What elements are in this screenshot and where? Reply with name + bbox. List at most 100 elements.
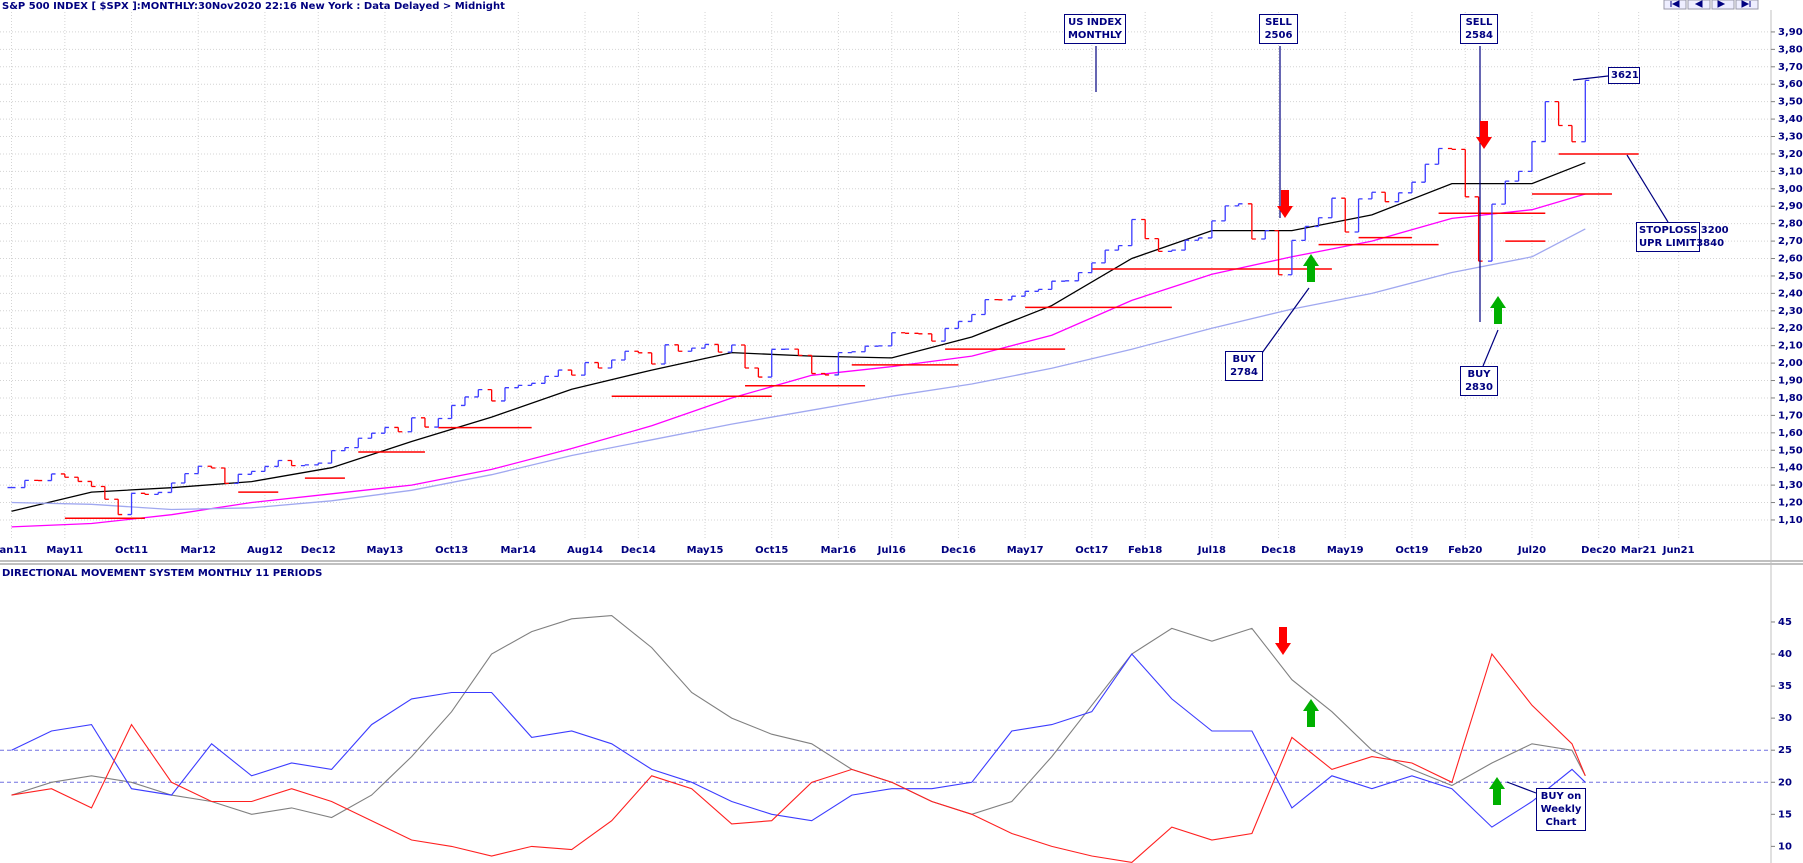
price-bar <box>167 482 176 494</box>
price-bar <box>1207 220 1216 239</box>
price-bar <box>1434 147 1443 165</box>
x-tick-label: Dec16 <box>941 545 976 556</box>
y-tick-label: 3,300 <box>1778 132 1803 143</box>
price-bar <box>767 348 776 378</box>
price-bar <box>1141 218 1150 240</box>
y-tick-label: 30 <box>1778 713 1792 724</box>
y-tick-label: 20 <box>1778 777 1792 788</box>
price-bar <box>754 367 763 378</box>
price-bar <box>981 299 990 316</box>
panel <box>0 12 1771 540</box>
annotation-text: 2830 <box>1465 382 1493 393</box>
y-tick-label: 15 <box>1778 809 1792 820</box>
price-bar <box>1394 192 1403 203</box>
price-bar <box>807 354 816 375</box>
price-bar <box>1101 249 1110 264</box>
price-bar <box>314 462 323 466</box>
price-bar <box>1247 203 1256 240</box>
price-bar <box>941 327 950 342</box>
x-tick-label: Dec14 <box>621 545 656 556</box>
x-tick-label: Mar14 <box>501 545 537 556</box>
price-bar <box>1074 271 1083 282</box>
x-tick-label: Dec12 <box>301 545 336 556</box>
price-bar <box>487 388 496 402</box>
price-bar <box>861 345 870 353</box>
price-bar <box>1181 239 1190 251</box>
price-bar <box>1461 148 1470 198</box>
nav-buttons <box>1663 0 1759 10</box>
indicator-line <box>11 652 1586 863</box>
x-tick-label: Mar16 <box>821 545 857 556</box>
price-bar <box>220 467 229 485</box>
price-bar <box>1087 262 1096 274</box>
y-tick-label: 2,800 <box>1778 219 1803 230</box>
price-bar <box>661 344 670 365</box>
price-bar <box>1221 205 1230 222</box>
moving-average <box>11 193 1586 528</box>
y-tick-label: 2,100 <box>1778 341 1803 352</box>
price-bar <box>154 491 163 495</box>
price-bar <box>1487 203 1496 262</box>
y-tick-label: 1,600 <box>1778 428 1803 439</box>
y-tick-label: 35 <box>1778 681 1792 692</box>
price-bar <box>967 313 976 323</box>
price-bar <box>634 350 643 354</box>
price-bar <box>60 473 69 478</box>
panel <box>0 615 1771 863</box>
price-bar <box>901 332 910 334</box>
price-bar <box>1314 217 1323 228</box>
price-bar <box>1541 101 1550 143</box>
price-bar <box>140 492 149 495</box>
price-bar <box>100 485 109 500</box>
price-bar <box>260 465 269 472</box>
price-bar <box>1407 181 1416 194</box>
price-bar <box>180 472 189 484</box>
price-bar <box>1007 295 1016 301</box>
x-tick-label: Aug14 <box>567 545 603 556</box>
price-bar <box>594 361 603 369</box>
annotation-text: STOPLOSS 3200 <box>1639 225 1729 236</box>
price-bar <box>394 426 403 433</box>
x-tick-label: Oct17 <box>1075 545 1108 556</box>
price-bar <box>540 375 549 384</box>
x-tick-label: Oct13 <box>435 545 468 556</box>
price-bar <box>207 465 216 469</box>
annotation-text: SELL <box>1265 17 1292 28</box>
y-tick-label: 10 <box>1778 841 1792 852</box>
y-tick-label: 1,500 <box>1778 445 1803 456</box>
x-tick-label: May19 <box>1327 545 1364 556</box>
annotation-text: BUY <box>1467 369 1491 380</box>
y-tick-label: 1,900 <box>1778 376 1803 387</box>
price-bar <box>1421 163 1430 183</box>
price-bar <box>127 492 136 516</box>
moving-average <box>11 228 1586 511</box>
y-tick-label: 1,200 <box>1778 498 1803 509</box>
y-tick-label: 2,300 <box>1778 306 1803 317</box>
x-tick-label: Dec18 <box>1261 545 1296 556</box>
indicator-title: DIRECTIONAL MOVEMENT SYSTEM MONTHLY 11 P… <box>2 568 322 579</box>
price-bar <box>234 473 243 485</box>
price-bar <box>1301 225 1310 242</box>
x-tick-label: Mar21 <box>1621 545 1657 556</box>
price-bar <box>834 351 843 376</box>
y-tick-label: 3,900 <box>1778 27 1803 38</box>
nav-icons <box>1670 0 1751 8</box>
price-bar <box>1034 288 1043 292</box>
annotation-box: SELL 2506 <box>1259 14 1298 44</box>
x-tick-label: Jan11 <box>0 545 27 556</box>
y-tick-label: 3,700 <box>1778 62 1803 73</box>
y-tick-label: 2,000 <box>1778 358 1803 369</box>
y-tick-label: 3,800 <box>1778 44 1803 55</box>
price-bar <box>114 498 123 516</box>
price-bar <box>500 387 509 402</box>
price-bar <box>527 382 536 387</box>
x-tick-label: Oct11 <box>115 545 148 556</box>
y-tick-label: 3,200 <box>1778 149 1803 160</box>
price-bar <box>87 480 96 488</box>
price-bar <box>554 369 563 377</box>
price-bar <box>887 332 896 347</box>
price-bar <box>1287 239 1296 276</box>
price-bar <box>434 417 443 428</box>
x-tick-label: Oct15 <box>755 545 788 556</box>
